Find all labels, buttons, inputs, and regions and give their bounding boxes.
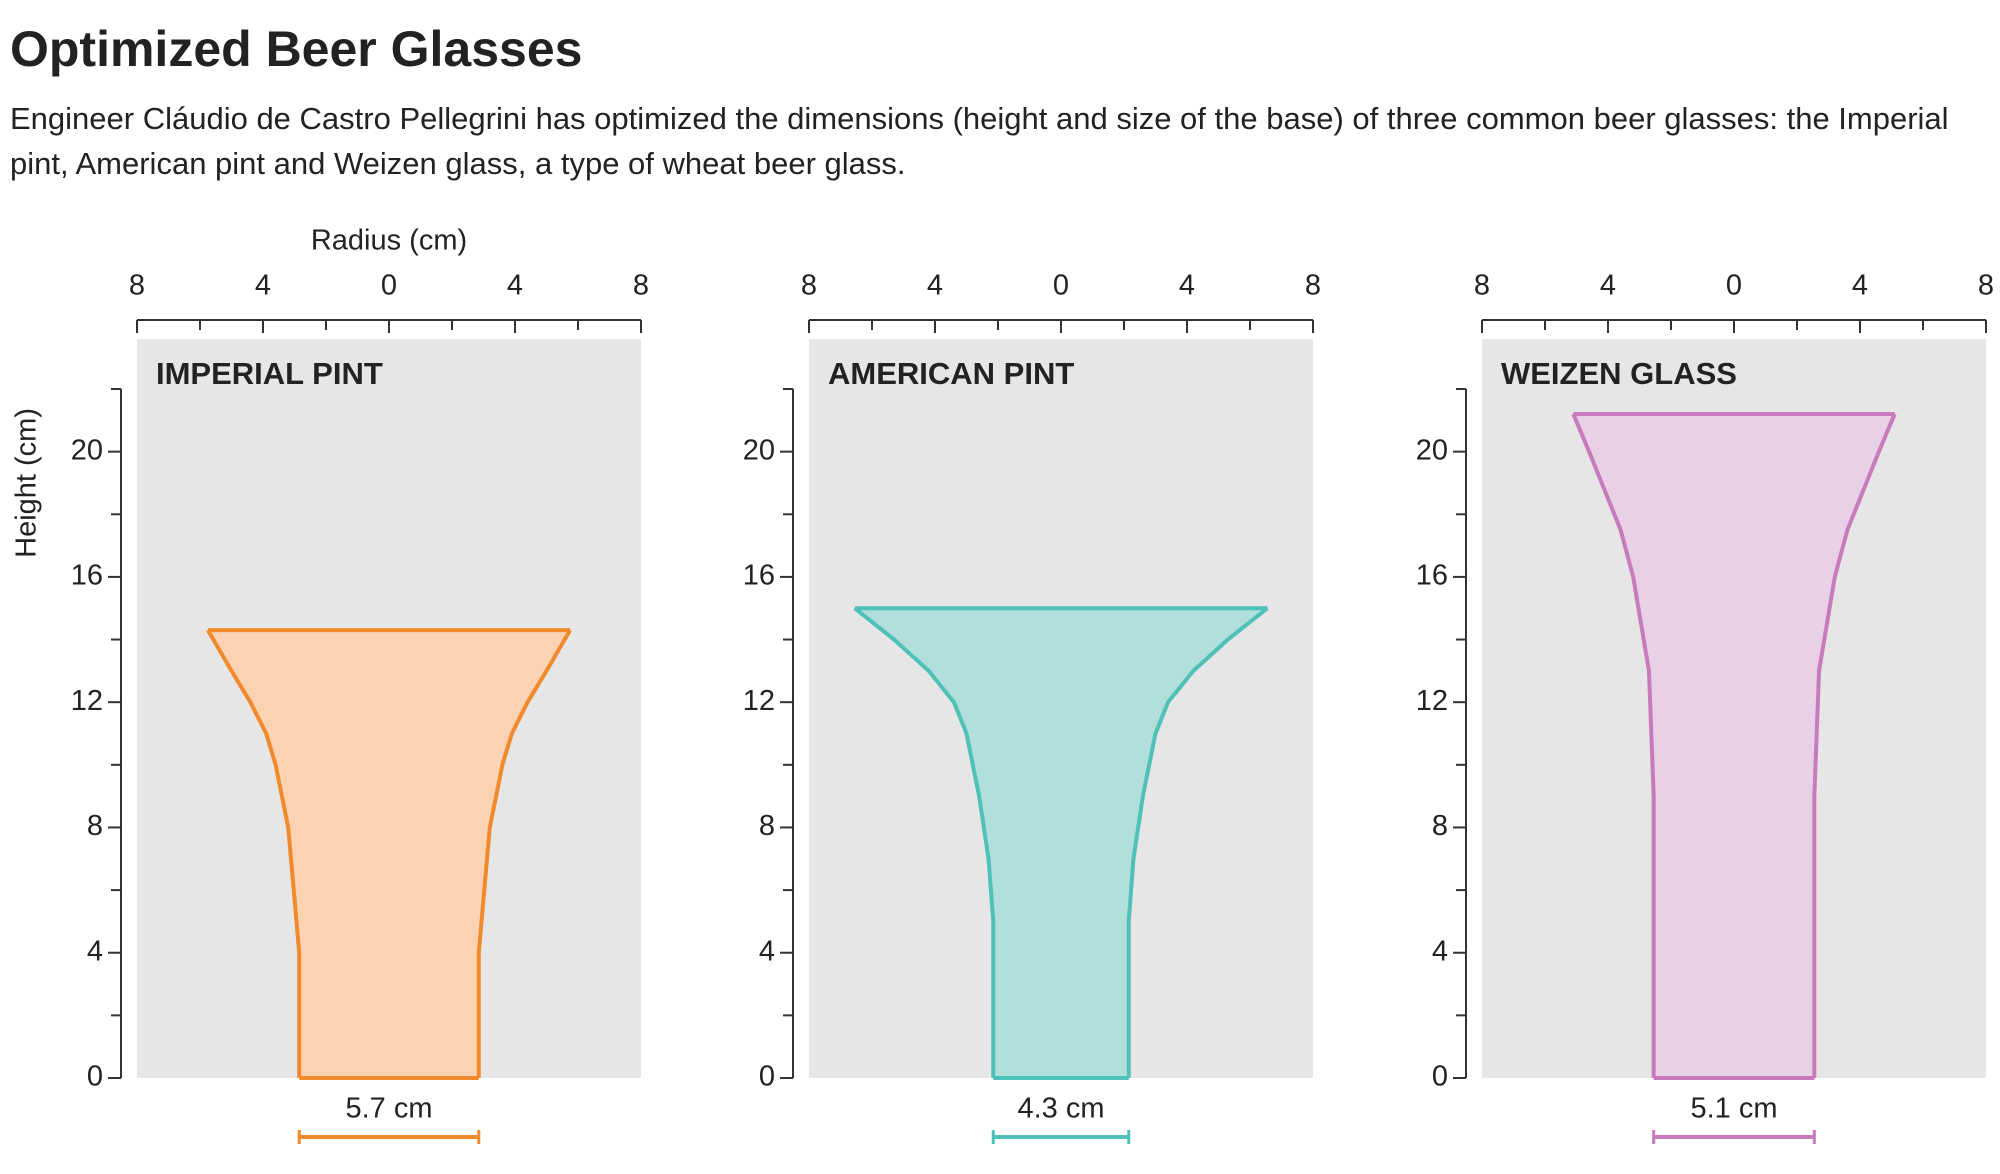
x-tick-label: 0	[381, 270, 397, 302]
x-tick-label: 0	[1726, 270, 1742, 302]
y-tick-label: 0	[87, 1061, 103, 1093]
x-tick-label: 4	[255, 270, 271, 302]
panel-title: IMPERIAL PINT	[156, 356, 383, 391]
x-tick-label: 4	[1179, 270, 1195, 302]
y-tick-label: 16	[71, 560, 103, 592]
panel-title: WEIZEN GLASS	[1501, 356, 1737, 391]
y-tick-label: 12	[743, 685, 775, 717]
x-tick-label: 0	[1053, 270, 1069, 302]
base-width-label: 5.1 cm	[1690, 1093, 1777, 1125]
glass-outline-right	[1126, 606, 1269, 1078]
y-tick-label: 8	[1432, 810, 1448, 842]
x-axis-label: Radius (cm)	[311, 225, 467, 257]
x-tick-label: 8	[1305, 270, 1321, 302]
x-tick-label: 8	[129, 270, 145, 302]
y-tick-label: 20	[71, 434, 103, 466]
x-tick-label: 8	[1474, 270, 1490, 302]
glass-outline-right	[476, 629, 572, 1078]
y-tick-label: 4	[87, 935, 103, 967]
x-tick-label: 8	[801, 270, 817, 302]
x-tick-label: 4	[507, 270, 523, 302]
y-tick-label: 0	[1432, 1061, 1448, 1093]
y-tick-label: 4	[759, 935, 775, 967]
x-tick-label: 4	[1600, 270, 1616, 302]
page-title: Optimized Beer Glasses	[10, 21, 583, 77]
glass-outline-right	[1812, 413, 1897, 1078]
glass-outline-left	[206, 629, 302, 1078]
y-tick-label: 8	[87, 810, 103, 842]
x-tick-label: 4	[927, 270, 943, 302]
y-tick-label: 8	[759, 810, 775, 842]
glass-fill	[854, 608, 1268, 1078]
y-tick-label: 20	[1416, 434, 1448, 466]
y-tick-label: 20	[743, 434, 775, 466]
y-tick-label: 12	[71, 685, 103, 717]
base-width-label: 5.7 cm	[345, 1093, 432, 1125]
y-tick-label: 16	[743, 560, 775, 592]
x-tick-label: 8	[633, 270, 649, 302]
y-axis-label: Height (cm)	[11, 408, 43, 558]
y-tick-label: 0	[759, 1061, 775, 1093]
base-width-label: 4.3 cm	[1017, 1093, 1104, 1125]
glass-outline-left	[1571, 413, 1656, 1078]
x-tick-label: 8	[1978, 270, 1994, 302]
y-tick-label: 12	[1416, 685, 1448, 717]
glass-fill	[207, 630, 571, 1078]
page-subtitle: Engineer Cláudio de Castro Pellegrini ha…	[10, 101, 1949, 181]
glass-outline-left	[853, 606, 996, 1078]
y-tick-label: 16	[1416, 560, 1448, 592]
y-tick-label: 4	[1432, 935, 1448, 967]
panel-title: AMERICAN PINT	[828, 356, 1074, 391]
x-tick-label: 4	[1852, 270, 1868, 302]
